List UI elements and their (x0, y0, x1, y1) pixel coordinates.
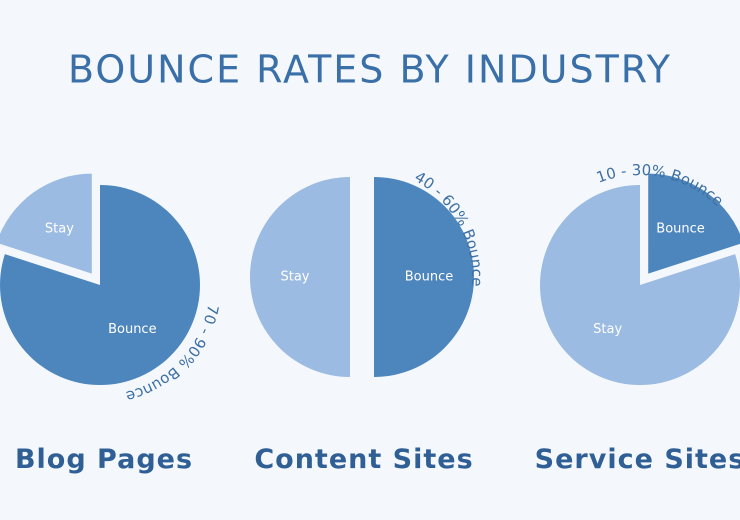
chart-label: Service Sites (535, 444, 740, 475)
slice-label: Stay (45, 222, 74, 237)
pie-slice (374, 177, 474, 377)
slice-label: Stay (280, 270, 309, 285)
slice-label: Bounce (405, 270, 454, 285)
title: BOUNCE RATES BY INDUSTRY (68, 48, 672, 92)
pie-slice (0, 185, 200, 385)
slice-label: Stay (593, 322, 622, 337)
pie-slice (648, 173, 740, 274)
pie-slice (0, 173, 92, 274)
slice-label: Bounce (656, 222, 705, 237)
slice-label: Bounce (108, 322, 157, 337)
pie-slice (540, 185, 740, 385)
pie-slice (250, 177, 350, 377)
chart-label: Content Sites (254, 444, 473, 475)
chart-label: Blog Pages (15, 444, 193, 475)
